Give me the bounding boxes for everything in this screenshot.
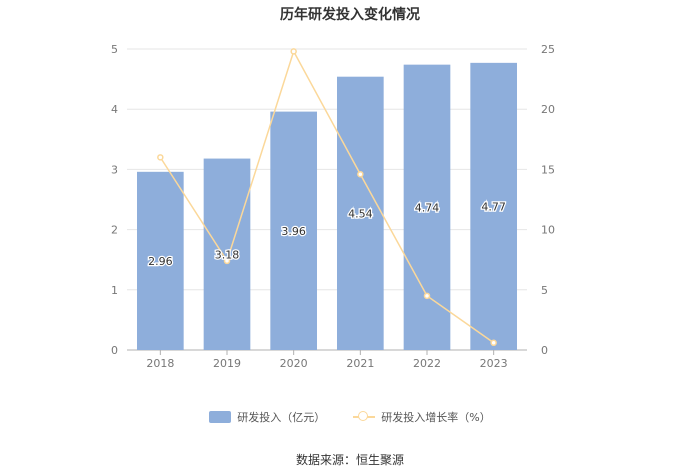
x-tick-label: 2018 — [146, 357, 174, 370]
right-tick-label: 10 — [541, 224, 555, 237]
data-labels: 2.96 3.18 3.96 4.54 4.74 4.77 — [147, 199, 507, 269]
growth-point — [157, 154, 164, 161]
right-tick-label: 20 — [541, 103, 555, 116]
right-tick-label: 5 — [541, 284, 548, 297]
x-tick-label: 2021 — [346, 357, 374, 370]
x-tick-label: 2019 — [213, 357, 241, 370]
right-tick-label: 25 — [541, 43, 555, 56]
source-note: 数据来源：恒生聚源 — [295, 453, 404, 467]
right-axis: 0 5 10 15 20 25 — [541, 43, 555, 357]
left-tick-label: 3 — [111, 163, 118, 176]
growth-point — [290, 48, 297, 55]
legend-item-line[interactable]: 研发投入增长率（%） — [353, 409, 491, 425]
bar — [337, 76, 384, 350]
left-tick-label: 2 — [111, 224, 118, 237]
bar-value-label: 2.96 — [148, 255, 173, 268]
legend: 研发投入（亿元） 研发投入增长率（%） — [0, 409, 700, 425]
chart-title: 历年研发投入变化情况 — [280, 7, 420, 23]
growth-point — [223, 257, 231, 265]
x-tick-label: 2022 — [413, 357, 441, 370]
growth-point — [423, 292, 431, 300]
bar-value-label: 4.54 — [348, 207, 373, 220]
bar-value-label: 4.77 — [481, 200, 506, 213]
left-tick-label: 5 — [111, 43, 118, 56]
bar — [137, 171, 184, 350]
bar-value-label: 3.18 — [215, 248, 240, 261]
x-tick-label: 2020 — [280, 357, 308, 370]
x-axis: 2018 2019 2020 2021 2022 2023 — [127, 349, 527, 370]
left-tick-label: 0 — [111, 344, 118, 357]
bar-value-label: 3.96 — [281, 225, 306, 238]
legend-line-label: 研发投入增长率（%） — [381, 411, 491, 424]
bar — [203, 158, 251, 350]
legend-bar-swatch — [209, 411, 232, 423]
bar — [403, 64, 451, 350]
legend-item-bar[interactable]: 研发投入（亿元） — [209, 409, 325, 425]
legend-bar-label: 研发投入（亿元） — [237, 411, 326, 424]
growth-point — [357, 170, 364, 178]
right-tick-label: 15 — [541, 163, 555, 176]
grid-lines — [127, 48, 527, 291]
left-tick-label: 4 — [111, 103, 118, 116]
growth-point — [490, 339, 497, 347]
left-axis: 0 1 2 3 4 5 — [111, 43, 118, 357]
legend-line-swatch — [353, 411, 376, 423]
right-tick-label: 0 — [541, 344, 548, 357]
bar — [470, 62, 517, 350]
bar — [270, 111, 317, 350]
bar-value-label: 4.74 — [415, 201, 440, 214]
left-tick-label: 1 — [111, 284, 118, 297]
line-series — [157, 48, 497, 347]
bar-series — [137, 62, 517, 350]
x-tick-label: 2023 — [480, 357, 508, 370]
growth-line — [159, 49, 495, 344]
